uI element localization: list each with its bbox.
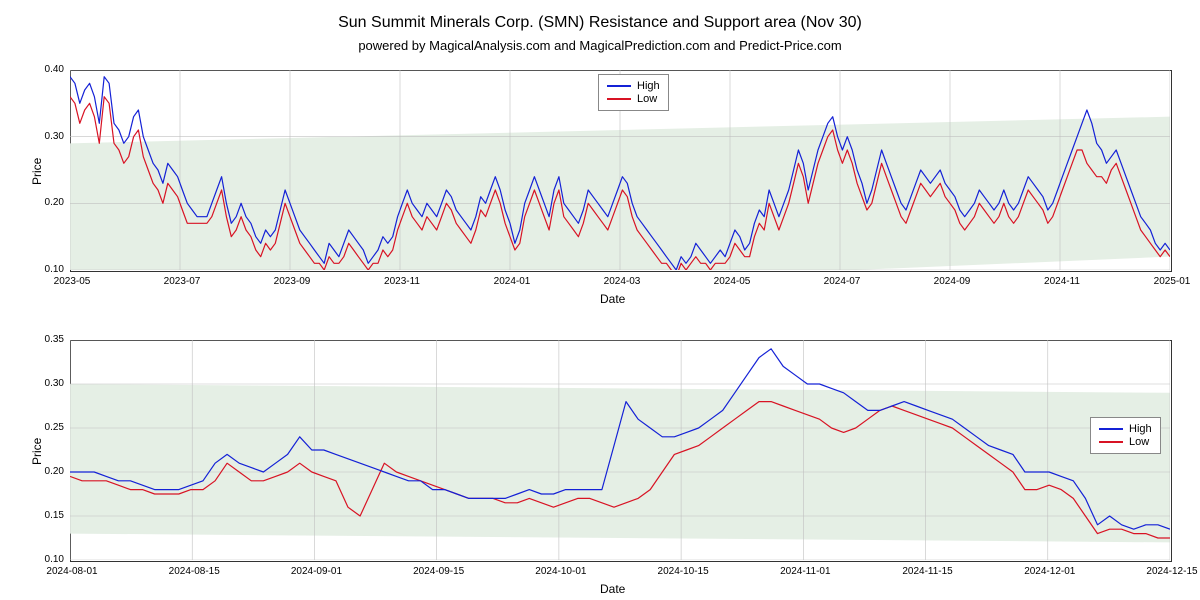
x-tick-label: 2024-11-01 bbox=[775, 566, 835, 577]
legend-swatch bbox=[607, 98, 631, 100]
x-tick-label: 2024-12-15 bbox=[1142, 566, 1200, 577]
x-tick-label: 2023-11 bbox=[372, 276, 432, 287]
chart-container: Sun Summit Minerals Corp. (SMN) Resistan… bbox=[0, 0, 1200, 600]
legend: HighLow bbox=[598, 74, 669, 111]
chart-svg bbox=[70, 340, 1170, 560]
chart-subtitle: powered by MagicalAnalysis.com and Magic… bbox=[0, 38, 1200, 53]
x-tick-label: 2024-08-15 bbox=[164, 566, 224, 577]
y-tick-label: 0.25 bbox=[45, 422, 64, 433]
x-tick-label: 2023-05 bbox=[42, 276, 102, 287]
x-tick-label: 2024-12-01 bbox=[1020, 566, 1080, 577]
y-tick-label: 0.20 bbox=[45, 197, 64, 208]
chart-title: Sun Summit Minerals Corp. (SMN) Resistan… bbox=[0, 14, 1200, 32]
x-tick-label: 2024-10-01 bbox=[531, 566, 591, 577]
y-tick-label: 0.10 bbox=[45, 264, 64, 275]
x-tick-label: 2024-08-01 bbox=[42, 566, 102, 577]
x-tick-label: 2024-09 bbox=[922, 276, 982, 287]
legend-label: Low bbox=[637, 93, 657, 105]
y-tick-label: 0.20 bbox=[45, 466, 64, 477]
y-tick-label: 0.40 bbox=[45, 64, 64, 75]
legend-label: High bbox=[1129, 423, 1152, 435]
legend-row-low: Low bbox=[607, 93, 660, 105]
support-area bbox=[70, 384, 1170, 542]
y-axis-label: Price bbox=[30, 158, 44, 185]
x-tick-label: 2024-07 bbox=[812, 276, 872, 287]
legend: HighLow bbox=[1090, 417, 1161, 454]
x-axis-label: Date bbox=[600, 582, 625, 596]
x-tick-label: 2024-05 bbox=[702, 276, 762, 287]
y-tick-label: 0.15 bbox=[45, 510, 64, 521]
legend-row-high: High bbox=[607, 80, 660, 92]
x-tick-label: 2024-11-15 bbox=[898, 566, 958, 577]
x-tick-label: 2024-11 bbox=[1032, 276, 1092, 287]
y-tick-label: 0.30 bbox=[45, 378, 64, 389]
legend-swatch bbox=[1099, 428, 1123, 430]
y-axis-label: Price bbox=[30, 438, 44, 465]
x-tick-label: 2024-09-01 bbox=[286, 566, 346, 577]
x-tick-label: 2024-10-15 bbox=[653, 566, 713, 577]
y-tick-label: 0.35 bbox=[45, 334, 64, 345]
legend-swatch bbox=[607, 85, 631, 87]
legend-label: Low bbox=[1129, 436, 1149, 448]
legend-label: High bbox=[637, 80, 660, 92]
legend-swatch bbox=[1099, 441, 1123, 443]
y-tick-label: 0.30 bbox=[45, 131, 64, 142]
legend-row-high: High bbox=[1099, 423, 1152, 435]
x-tick-label: 2025-01 bbox=[1142, 276, 1200, 287]
legend-row-low: Low bbox=[1099, 436, 1152, 448]
x-axis-label: Date bbox=[600, 292, 625, 306]
y-tick-label: 0.10 bbox=[45, 554, 64, 565]
x-tick-label: 2023-07 bbox=[152, 276, 212, 287]
x-tick-label: 2023-09 bbox=[262, 276, 322, 287]
x-tick-label: 2024-09-15 bbox=[409, 566, 469, 577]
x-tick-label: 2024-01 bbox=[482, 276, 542, 287]
x-tick-label: 2024-03 bbox=[592, 276, 652, 287]
